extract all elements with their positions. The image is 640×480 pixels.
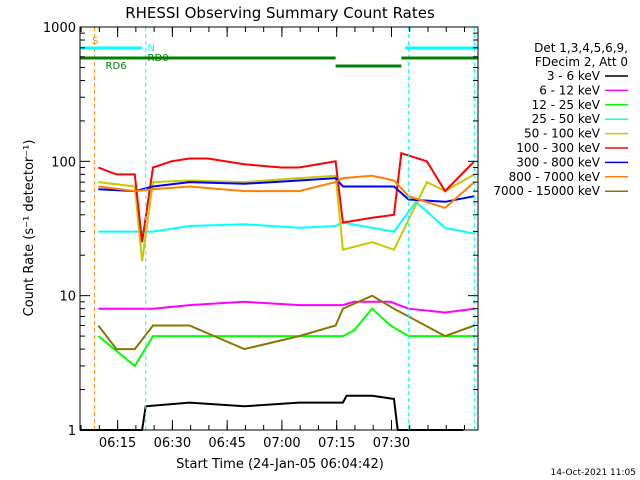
x-tick-label: 06:45 bbox=[208, 436, 245, 451]
series-line-6 bbox=[98, 177, 475, 203]
series-line-3 bbox=[98, 200, 475, 235]
legend-label-1: 6 - 12 keV bbox=[539, 83, 601, 97]
legend-label-3: 25 - 50 keV bbox=[532, 112, 601, 126]
series-line-4 bbox=[98, 173, 475, 262]
series-line-2 bbox=[97, 307, 475, 368]
x-tick-label: 06:30 bbox=[154, 436, 191, 451]
x-tick-label: 07:15 bbox=[318, 436, 355, 451]
legend: Det 1,3,4,5,6,9, FDecim 2, Att 0 3 - 6 k… bbox=[493, 41, 628, 198]
y-axis-label: Count Rate (s⁻¹ detector⁻¹) bbox=[22, 140, 37, 317]
y-tick-label: 1 bbox=[68, 424, 76, 439]
series-line-0 bbox=[80, 394, 464, 431]
legend-label-5: 100 - 300 keV bbox=[516, 141, 600, 155]
flag-label-rd0: RD0 bbox=[148, 53, 169, 64]
flag-label-n: N bbox=[148, 43, 155, 54]
series-line-8 bbox=[97, 294, 475, 351]
legend-label-0: 3 - 6 keV bbox=[547, 69, 601, 83]
x-tick-label: 07:00 bbox=[263, 436, 300, 451]
series-line-5 bbox=[97, 151, 476, 243]
y-tick-label: 10 bbox=[59, 290, 76, 305]
legend-label-6: 300 - 800 keV bbox=[516, 155, 600, 169]
series-line-1 bbox=[98, 300, 475, 314]
y-tick-label: 1000 bbox=[43, 21, 76, 36]
axes: 1 10 100 1000 06:15 06:30 06:45 07:00 07:15 07:30 bbox=[43, 21, 479, 451]
flag-label-s: S bbox=[92, 36, 98, 47]
y-tick-label: 100 bbox=[51, 155, 76, 170]
legend-header-line-2: FDecim 2, Att 0 bbox=[535, 55, 628, 69]
x-tick-label: 06:15 bbox=[99, 436, 136, 451]
legend-label-4: 50 - 100 keV bbox=[524, 127, 601, 141]
plot-frame bbox=[79, 26, 479, 431]
x-axis-label: Start Time (24-Jan-05 06:04:42) bbox=[176, 457, 384, 472]
footer-date: 14-Oct-2021 11:05 bbox=[551, 468, 636, 478]
legend-label-7: 800 - 7000 keV bbox=[509, 170, 601, 184]
chart-title: RHESSI Observing Summary Count Rates bbox=[125, 4, 435, 22]
legend-label-2: 12 - 25 keV bbox=[532, 98, 601, 112]
legend-header-line-1: Det 1,3,4,5,6,9, bbox=[534, 41, 628, 55]
legend-label-8: 7000 - 15000 keV bbox=[493, 184, 600, 198]
flag-label-rd6: RD6 bbox=[106, 61, 127, 72]
plot-area bbox=[80, 151, 476, 431]
x-tick-label: 07:30 bbox=[373, 436, 410, 451]
